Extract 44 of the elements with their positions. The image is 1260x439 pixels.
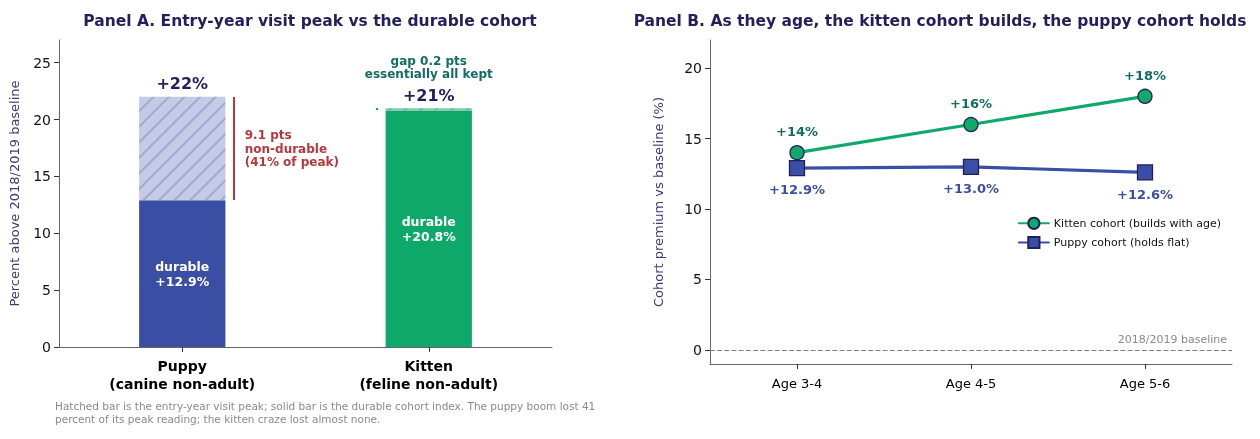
y-tick-label: 10 bbox=[684, 201, 702, 218]
y-tick-label: 15 bbox=[684, 130, 702, 147]
annotation: 9.1 pts non-durable (41% of peak) bbox=[244, 128, 340, 170]
data-label: +12.9% bbox=[769, 182, 825, 198]
annotation: gap 0.2 pts essentially all kept bbox=[364, 53, 493, 82]
y-tick-label: 5 bbox=[42, 282, 51, 299]
x-tick-label: Age 3-4 bbox=[771, 375, 823, 391]
chart-title: Panel A. Entry-year visit peak vs the durable cohort bbox=[83, 12, 538, 30]
data-label: durable +12.9% bbox=[155, 258, 210, 289]
x-tick-label: Puppy (canine non-adult) bbox=[109, 358, 256, 392]
y-tick-label: 20 bbox=[684, 60, 702, 77]
bar bbox=[139, 200, 226, 347]
ref-line-label: 2018/2019 baseline bbox=[1117, 332, 1228, 346]
point bbox=[788, 160, 806, 177]
data-label: +13.0% bbox=[943, 180, 999, 196]
y-axis-title: Cohort premium vs baseline (%) bbox=[651, 96, 666, 308]
data-label: +12.6% bbox=[1117, 186, 1173, 202]
data-label: +16% bbox=[949, 95, 993, 111]
y-tick-label: 15 bbox=[33, 168, 51, 185]
point bbox=[789, 145, 805, 161]
point bbox=[1136, 164, 1154, 181]
total-label: +22% bbox=[156, 74, 209, 94]
point bbox=[1137, 88, 1153, 104]
total-label: +21% bbox=[402, 85, 455, 105]
point bbox=[962, 158, 980, 175]
chart-title: Panel B. As they age, the kitten cohort builds, the puppy cohort holds bbox=[633, 12, 1247, 30]
x-tick-label: Age 4-5 bbox=[945, 375, 997, 391]
data-label: +14% bbox=[775, 124, 819, 140]
x-tick-label: Kitten (feline non-adult) bbox=[359, 358, 499, 392]
y-tick-label: 25 bbox=[33, 54, 51, 71]
y-tick-label: 5 bbox=[693, 271, 702, 288]
data-label: durable +20.8% bbox=[401, 213, 457, 244]
x-tick-label: Age 5-6 bbox=[1119, 375, 1171, 391]
y-tick-label: 0 bbox=[693, 341, 702, 358]
bar bbox=[385, 110, 472, 347]
y-tick-label: 10 bbox=[33, 225, 51, 242]
y-tick-label: 20 bbox=[33, 111, 51, 128]
y-tick-label: 0 bbox=[42, 339, 51, 355]
legend-label: Kitten cohort (builds with age) bbox=[1053, 216, 1222, 230]
data-label: +18% bbox=[1123, 67, 1167, 83]
point bbox=[963, 116, 979, 133]
legend-label: Puppy cohort (holds flat) bbox=[1053, 236, 1190, 250]
y-axis-title: Percent above 2018/2019 baseline bbox=[7, 80, 22, 307]
text: Hatched bar is the entry-year visit peak; solid bar is the durable cohort index. The puppy boom lost 41 percent of its peak reading; the kitten craze lost almost none. bbox=[55, 399, 599, 425]
